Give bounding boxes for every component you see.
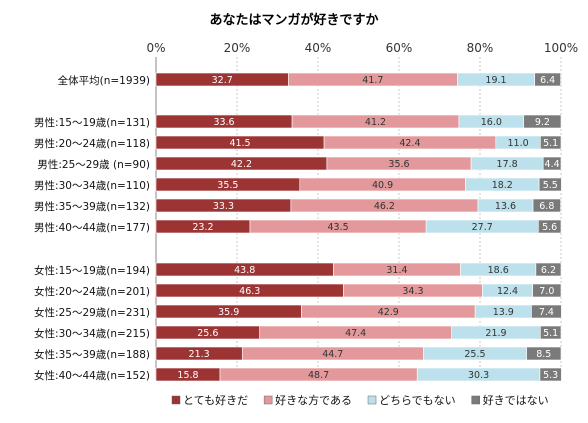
category-label: 男性:15～19歳(n=131) bbox=[34, 116, 150, 129]
bar-segment bbox=[534, 72, 561, 87]
data-label: 25.5 bbox=[464, 349, 485, 360]
data-label: 6.4 bbox=[540, 75, 555, 86]
legend-swatch bbox=[171, 395, 181, 405]
x-tick-label: 0% bbox=[146, 41, 165, 55]
x-axis-ticks: 0% 20% 40% 60% 80% 100% bbox=[146, 41, 578, 55]
data-label: 32.7 bbox=[212, 75, 233, 86]
data-label: 41.5 bbox=[229, 138, 250, 149]
x-tick-label: 80% bbox=[467, 41, 494, 55]
bar-segment bbox=[540, 135, 562, 150]
legend-label: 好きな方である bbox=[275, 393, 352, 407]
data-label: 4.4 bbox=[545, 159, 560, 170]
data-label: 18.2 bbox=[492, 180, 513, 191]
category-label: 男性:35～39歳(n=132) bbox=[34, 200, 150, 213]
data-label: 35.6 bbox=[388, 159, 409, 170]
data-label: 42.2 bbox=[231, 159, 252, 170]
bar-segment bbox=[531, 304, 562, 319]
bar-segment bbox=[535, 262, 562, 277]
data-label: 43.8 bbox=[234, 265, 255, 276]
legend-swatch bbox=[367, 395, 377, 405]
bar-segment bbox=[526, 346, 562, 361]
data-label: 41.7 bbox=[362, 75, 383, 86]
data-label: 18.6 bbox=[488, 265, 509, 276]
legend-label: どちらでもない bbox=[379, 394, 456, 407]
legend: とても好きだ 好きな方である どちらでもない 好きではない bbox=[171, 393, 549, 407]
data-label: 6.2 bbox=[541, 265, 556, 276]
bar-segment bbox=[540, 325, 562, 340]
data-label: 7.4 bbox=[539, 307, 554, 318]
data-label: 19.1 bbox=[485, 75, 506, 86]
category-label: 女性:35～39歳(n=188) bbox=[34, 348, 150, 361]
data-label: 30.3 bbox=[468, 370, 489, 381]
data-label: 46.2 bbox=[374, 201, 395, 212]
legend-label: とても好きだ bbox=[183, 393, 248, 407]
data-label: 48.7 bbox=[308, 370, 329, 381]
category-label: 女性:15～19歳(n=194) bbox=[34, 264, 150, 277]
x-tick-label: 100% bbox=[544, 41, 578, 55]
data-label: 40.9 bbox=[372, 180, 393, 191]
bar-segment bbox=[532, 198, 561, 213]
data-label: 12.4 bbox=[497, 286, 518, 297]
data-label: 5.1 bbox=[543, 328, 558, 339]
category-label: 男性:20～24歳(n=118) bbox=[34, 137, 150, 150]
bar-segment bbox=[538, 219, 562, 234]
category-label: 女性:30～34歳(n=215) bbox=[34, 327, 150, 340]
data-label: 44.7 bbox=[322, 349, 343, 360]
data-label: 41.2 bbox=[365, 117, 386, 128]
data-label: 5.5 bbox=[543, 180, 558, 191]
data-label: 8.5 bbox=[536, 349, 551, 360]
data-label: 16.0 bbox=[481, 117, 502, 128]
data-label: 7.0 bbox=[539, 286, 554, 297]
data-label: 42.9 bbox=[378, 307, 399, 318]
data-label: 11.0 bbox=[507, 138, 528, 149]
category-labels: 全体平均(n=1939) 男性:15～19歳(n=131) 男性:20～24歳(n=… bbox=[34, 74, 150, 382]
x-tick-label: 60% bbox=[386, 41, 413, 55]
bar-segment bbox=[532, 283, 562, 298]
data-label: 5.6 bbox=[542, 222, 557, 233]
legend-swatch bbox=[263, 395, 273, 405]
data-label: 21.3 bbox=[189, 349, 210, 360]
category-label: 女性:25～29歳(n=231) bbox=[34, 306, 150, 319]
data-label: 33.6 bbox=[213, 117, 234, 128]
data-label: 35.5 bbox=[217, 180, 238, 191]
bars: 32.7 41.7 19.1 6.4 33.6 41.2 16.0 9.2 41.5 42.4 11… bbox=[155, 72, 562, 382]
chart-title: あなたはマンガが好きですか bbox=[209, 12, 378, 28]
category-label: 女性:20～24歳(n=201) bbox=[34, 285, 150, 298]
data-label: 42.4 bbox=[399, 138, 420, 149]
bar-segment bbox=[523, 114, 562, 129]
data-label: 27.7 bbox=[472, 222, 493, 233]
data-label: 25.6 bbox=[197, 328, 218, 339]
data-label: 15.8 bbox=[177, 370, 198, 381]
data-label: 46.3 bbox=[239, 286, 260, 297]
bar-segment bbox=[538, 177, 562, 192]
data-label: 23.2 bbox=[192, 222, 213, 233]
data-label: 47.4 bbox=[345, 328, 366, 339]
legend-swatch bbox=[471, 395, 480, 405]
bar-segment bbox=[542, 156, 562, 171]
data-label: 17.8 bbox=[497, 159, 518, 170]
x-tick-label: 20% bbox=[224, 41, 251, 55]
data-label: 21.9 bbox=[485, 328, 506, 339]
data-label: 31.4 bbox=[386, 265, 407, 276]
data-label: 5.3 bbox=[543, 370, 558, 381]
data-label: 34.3 bbox=[402, 286, 423, 297]
data-label: 6.8 bbox=[539, 201, 554, 212]
data-label: 9.2 bbox=[535, 117, 550, 128]
x-tick-label: 40% bbox=[305, 41, 332, 55]
data-label: 13.9 bbox=[493, 307, 514, 318]
category-label: 女性:40～44歳(n=152) bbox=[34, 369, 150, 382]
legend-label: 好きではない bbox=[483, 393, 549, 407]
category-label: 男性:25～29歳 (n=90) bbox=[37, 158, 150, 171]
data-label: 13.6 bbox=[495, 201, 516, 212]
data-label: 5.1 bbox=[543, 138, 558, 149]
category-label: 男性:40～44歳(n=177) bbox=[34, 221, 150, 234]
category-label: 男性:30～34歳(n=110) bbox=[34, 179, 150, 192]
bar-segment bbox=[539, 367, 562, 382]
category-label: 全体平均(n=1939) bbox=[58, 74, 150, 87]
data-label: 33.3 bbox=[213, 201, 234, 212]
data-label: 35.9 bbox=[218, 307, 239, 318]
data-label: 43.5 bbox=[327, 222, 348, 233]
